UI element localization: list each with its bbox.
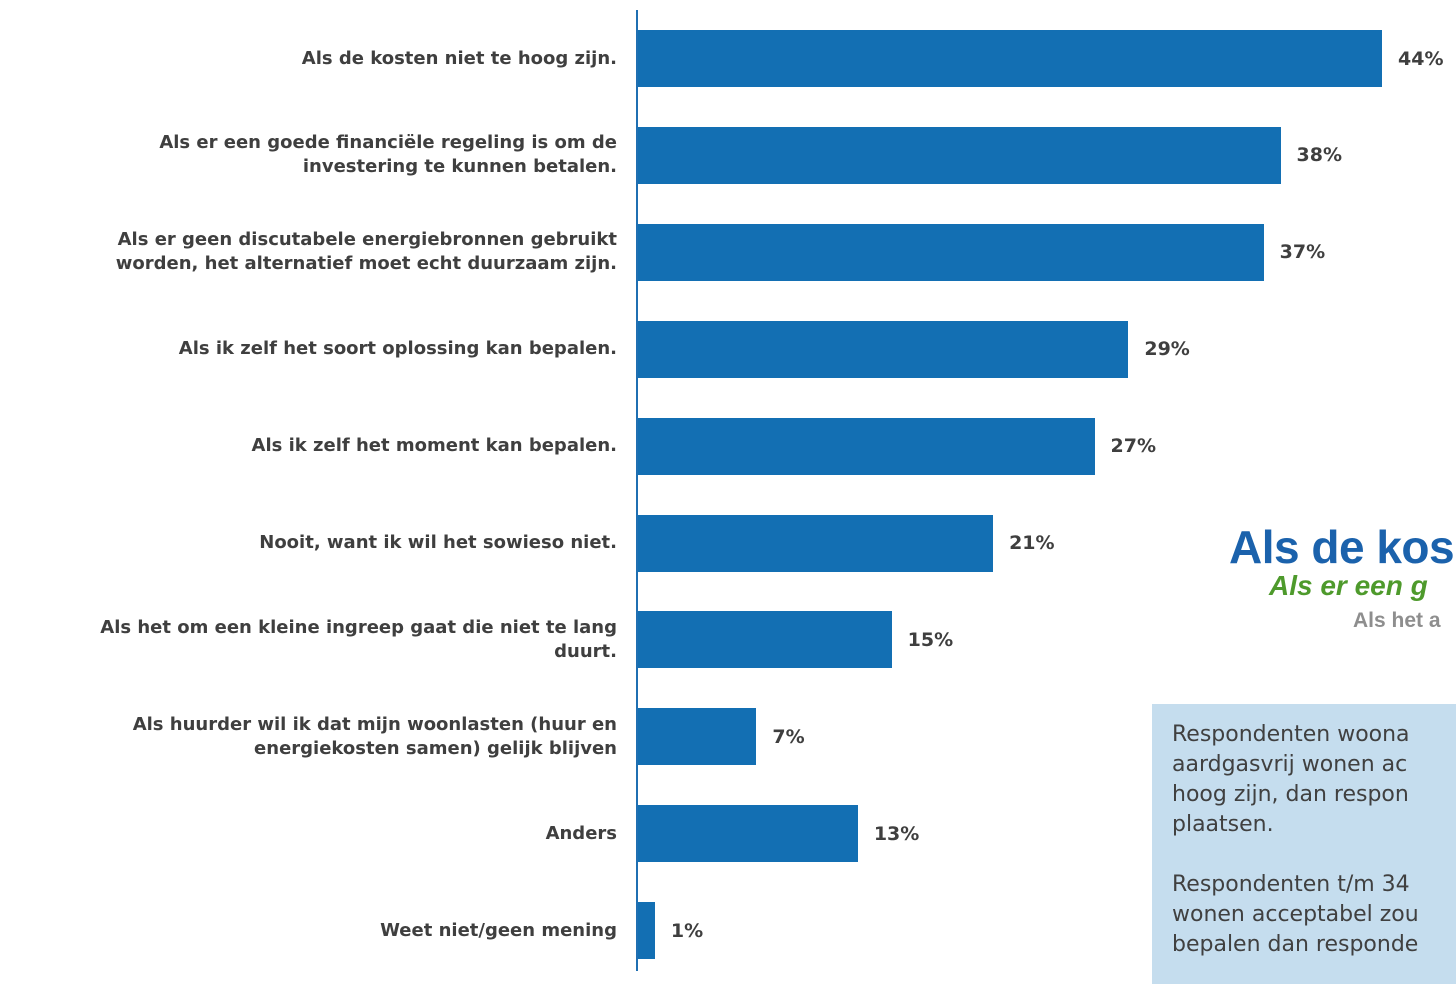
category-label: Anders	[545, 822, 617, 844]
value-label: 15%	[907, 628, 954, 651]
category-label: Als er geen discutabele energiebronnen g…	[115, 229, 617, 275]
headline-third: Als het a	[1353, 609, 1441, 632]
category-label: Nooit, want ik wil het sowieso niet.	[259, 532, 617, 553]
bar	[638, 126, 1281, 184]
headline-main: Als de kos	[1229, 521, 1455, 573]
category-label: Als de kosten niet te hoog zijn.	[301, 47, 617, 69]
bar	[638, 223, 1264, 281]
bar	[638, 514, 994, 572]
value-label: 29%	[1144, 338, 1190, 361]
info-paragraph-1: Respondenten woona aardgasvrij wonen ac …	[1172, 722, 1410, 837]
value-label: 21%	[1009, 532, 1055, 554]
value-label: 13%	[873, 822, 920, 845]
headline-second: Als er een g	[1269, 570, 1428, 601]
category-label: Als huurder wil ik dat mijn woonlasten (…	[132, 713, 617, 759]
category-label: Als ik zelf het moment kan bepalen.	[251, 435, 617, 457]
bar	[638, 30, 1382, 87]
value-label: 44%	[1398, 47, 1444, 70]
value-label: 27%	[1110, 435, 1157, 458]
value-label: 38%	[1296, 144, 1343, 167]
info-box: Respondenten woona aardgasvrij wonen ac …	[1152, 704, 1456, 984]
value-label: 1%	[670, 919, 704, 942]
bar	[638, 902, 655, 960]
category-label: Weet niet/geen mening	[380, 919, 617, 941]
info-paragraph-2: Respondenten t/m 34 wonen acceptabel zou…	[1172, 872, 1419, 957]
value-label: 7%	[772, 725, 805, 748]
category-label: Als het om een kleine ingreep gaat die n…	[100, 616, 617, 662]
bar	[638, 805, 858, 863]
bar	[638, 417, 1095, 475]
bar	[638, 611, 892, 669]
category-axis-line	[636, 10, 638, 971]
bar	[638, 320, 1129, 378]
category-label: Als ik zelf het soort oplossing kan bepa…	[178, 338, 617, 360]
category-label: Als er een goede financiële regeling is …	[159, 132, 617, 178]
bar	[638, 708, 757, 766]
value-label: 37%	[1279, 241, 1326, 264]
